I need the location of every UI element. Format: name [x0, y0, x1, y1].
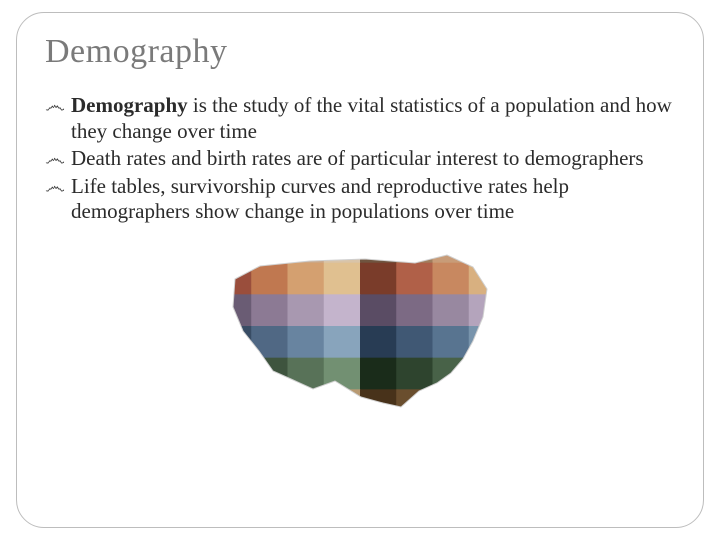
bullet-icon: ෴	[45, 174, 65, 200]
page-title: Demography	[45, 33, 675, 71]
list-item: ෴ Demography is the study of the vital s…	[45, 93, 675, 144]
bullet-text: Life tables, survivorship curves and rep…	[71, 174, 569, 224]
map-container	[45, 231, 675, 426]
bullet-lead: Demography	[71, 93, 188, 117]
bullet-icon: ෴	[45, 146, 65, 172]
list-item: ෴ Life tables, survivorship curves and r…	[45, 174, 675, 225]
bullet-text: Death rates and birth rates are of parti…	[71, 146, 644, 170]
bullet-list: ෴ Demography is the study of the vital s…	[45, 93, 675, 225]
us-population-collage-icon	[215, 231, 505, 421]
bullet-icon: ෴	[45, 93, 65, 119]
list-item: ෴ Death rates and birth rates are of par…	[45, 146, 675, 172]
slide-frame: Demography ෴ Demography is the study of …	[16, 12, 704, 528]
